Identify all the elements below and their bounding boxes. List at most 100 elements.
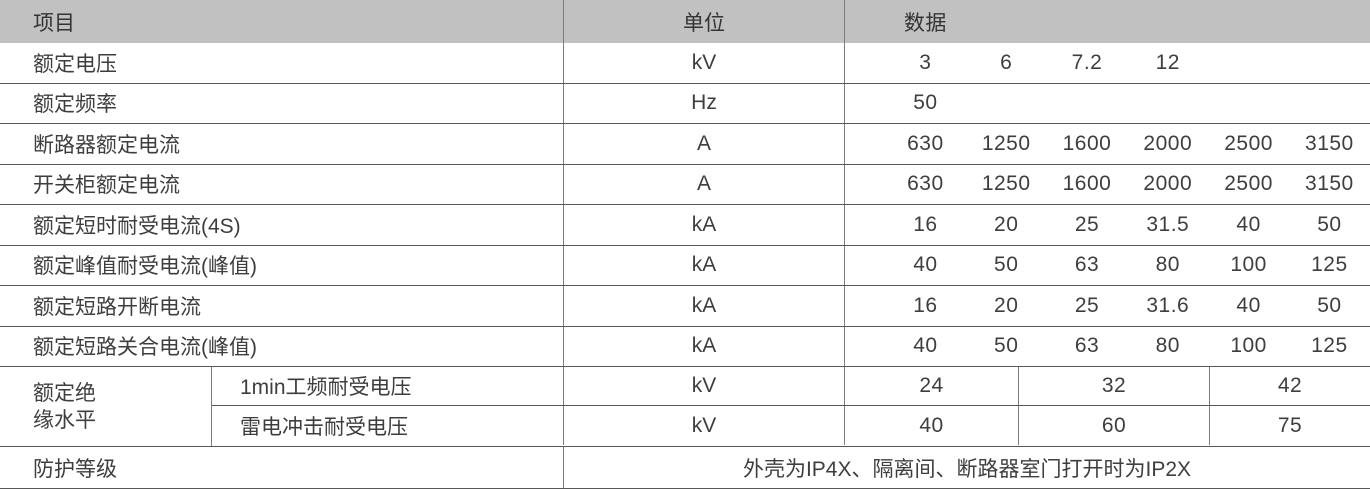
row-label: 额定频率 (0, 83, 564, 123)
row-data: 16 20 25 31.6 40 50 (845, 286, 1370, 326)
header-cell-unit: 单位 (564, 0, 845, 43)
insulation-value: 24 (845, 367, 1019, 406)
header-data-label: 数据 (903, 11, 947, 35)
row-value: 25 (1074, 293, 1100, 317)
insulation-value: 40 (845, 406, 1019, 446)
row-value: 2000 (1143, 131, 1193, 155)
row-value: 2500 (1224, 131, 1273, 155)
header-cell-item: 项目 (0, 0, 564, 43)
insulation-sub-label: 1min工频耐受电压 (212, 367, 564, 406)
table-row: 开关柜额定电流 A 630 1250 1600 2000 2500 3150 (0, 164, 1370, 205)
table-row: 额定短时耐受电流(4S) kA 16 20 25 31.5 40 50 (0, 205, 1370, 246)
insulation-group-label: 额定绝 缘水平 (0, 367, 212, 446)
header-item-label: 项目 (33, 11, 75, 35)
row-value: 3 (919, 50, 932, 74)
row-value: 20 (994, 212, 1019, 236)
row-value: 1250 (981, 131, 1031, 155)
row-value: 3150 (1305, 131, 1354, 155)
row-label: 额定短路开断电流 (0, 286, 564, 326)
row-unit: Hz (564, 83, 845, 123)
row-value: 31.5 (1146, 212, 1190, 236)
row-value: 50 (913, 91, 938, 115)
row-label: 额定短路关合电流(峰值) (0, 326, 564, 366)
header-cell-data: 数据 (845, 0, 1370, 43)
row-value: 2500 (1224, 172, 1273, 196)
row-value: 20 (994, 293, 1019, 317)
row-value: 50 (994, 253, 1019, 277)
row-value: 63 (1074, 334, 1100, 358)
insulation-group-label-line1: 额定绝 (33, 381, 96, 405)
row-value: 100 (1230, 253, 1267, 277)
row-unit: kV (564, 367, 845, 406)
insulation-section: 额定绝 缘水平 1min工频耐受电压 kV 24 32 42 雷电冲击耐受电压 … (0, 367, 1370, 447)
row-unit: kA (564, 205, 845, 245)
table-row: 额定峰值耐受电流(峰值) kA 40 50 63 80 100 125 (0, 245, 1370, 286)
row-value: 16 (913, 293, 938, 317)
row-data: 16 20 25 31.5 40 50 (845, 205, 1370, 245)
row-value: 630 (907, 172, 944, 196)
row-value: 12 (1155, 50, 1180, 74)
row-data: 3 6 7.2 12 (845, 43, 1370, 83)
row-value: 80 (1155, 253, 1180, 277)
protection-row: 防护等级 外壳为IP4X、隔离间、断路器室门打开时为IP2X (0, 447, 1370, 489)
insulation-value: 32 (1019, 367, 1210, 406)
table-row: 额定短路关合电流(峰值) kA 40 50 63 80 100 125 (0, 326, 1370, 367)
row-value: 1250 (981, 172, 1031, 196)
row-value: 50 (994, 334, 1019, 358)
row-value: 16 (913, 212, 938, 236)
row-value: 1600 (1062, 131, 1112, 155)
row-value: 40 (1236, 212, 1261, 236)
row-data: 40 50 63 80 100 125 (845, 327, 1370, 367)
row-unit: kV (564, 43, 845, 83)
row-value: 125 (1311, 334, 1348, 358)
row-value: 7.2 (1071, 50, 1103, 74)
insulation-value: 75 (1277, 413, 1303, 437)
row-value: 50 (1317, 212, 1342, 236)
row-value: 100 (1230, 334, 1267, 358)
row-label: 断路器额定电流 (0, 124, 564, 164)
table-row: 额定短路开断电流 kA 16 20 25 31.6 40 50 (0, 286, 1370, 327)
protection-value: 外壳为IP4X、隔离间、断路器室门打开时为IP2X (742, 457, 1192, 481)
row-value: 63 (1074, 253, 1100, 277)
row-data: 40 50 63 80 100 125 (845, 246, 1370, 286)
row-label: 额定短时耐受电流(4S) (0, 205, 564, 245)
row-value: 3150 (1305, 172, 1354, 196)
table-row: 额定频率 Hz 50 (0, 83, 1370, 124)
row-value: 80 (1155, 334, 1180, 358)
row-data: 50 (845, 84, 1370, 124)
row-value: 31.6 (1146, 293, 1190, 317)
row-value: 25 (1074, 212, 1100, 236)
table-row: 额定电压 kV 3 6 7.2 12 (0, 43, 1370, 84)
insulation-value: 42 (1277, 374, 1303, 398)
row-unit: kA (564, 245, 845, 285)
row-unit: A (564, 124, 845, 164)
row-data: 630 1250 1600 2000 2500 3150 (845, 165, 1370, 205)
table-header-row: 项目 单位 数据 (0, 0, 1370, 43)
header-unit-label: 单位 (683, 11, 725, 35)
row-data: 630 1250 1600 2000 2500 3150 (845, 124, 1370, 164)
row-label: 额定电压 (0, 43, 564, 83)
row-value: 2000 (1143, 172, 1193, 196)
row-value: 40 (913, 253, 938, 277)
row-unit: kA (564, 286, 845, 326)
insulation-value: 60 (1019, 406, 1210, 446)
row-value: 125 (1311, 253, 1348, 277)
row-label: 开关柜额定电流 (0, 164, 564, 204)
row-value: 1600 (1062, 172, 1112, 196)
row-label: 额定峰值耐受电流(峰值) (0, 245, 564, 285)
row-value: 630 (907, 131, 944, 155)
row-value: 40 (1236, 293, 1261, 317)
row-unit: A (564, 164, 845, 204)
insulation-sub-row: 1min工频耐受电压 kV 24 32 42 (212, 367, 1370, 407)
row-value: 50 (1317, 293, 1342, 317)
row-unit: kV (564, 406, 845, 446)
table-row: 断路器额定电流 A 630 1250 1600 2000 2500 3150 (0, 124, 1370, 165)
row-value: 6 (1000, 50, 1013, 74)
insulation-sub-label: 雷电冲击耐受电压 (212, 406, 564, 446)
insulation-group-label-line2: 缘水平 (33, 408, 96, 432)
row-unit: kA (564, 326, 845, 366)
protection-label: 防护等级 (0, 447, 564, 488)
row-value: 40 (913, 334, 938, 358)
insulation-sub-row: 雷电冲击耐受电压 kV 40 60 75 (212, 406, 1370, 446)
